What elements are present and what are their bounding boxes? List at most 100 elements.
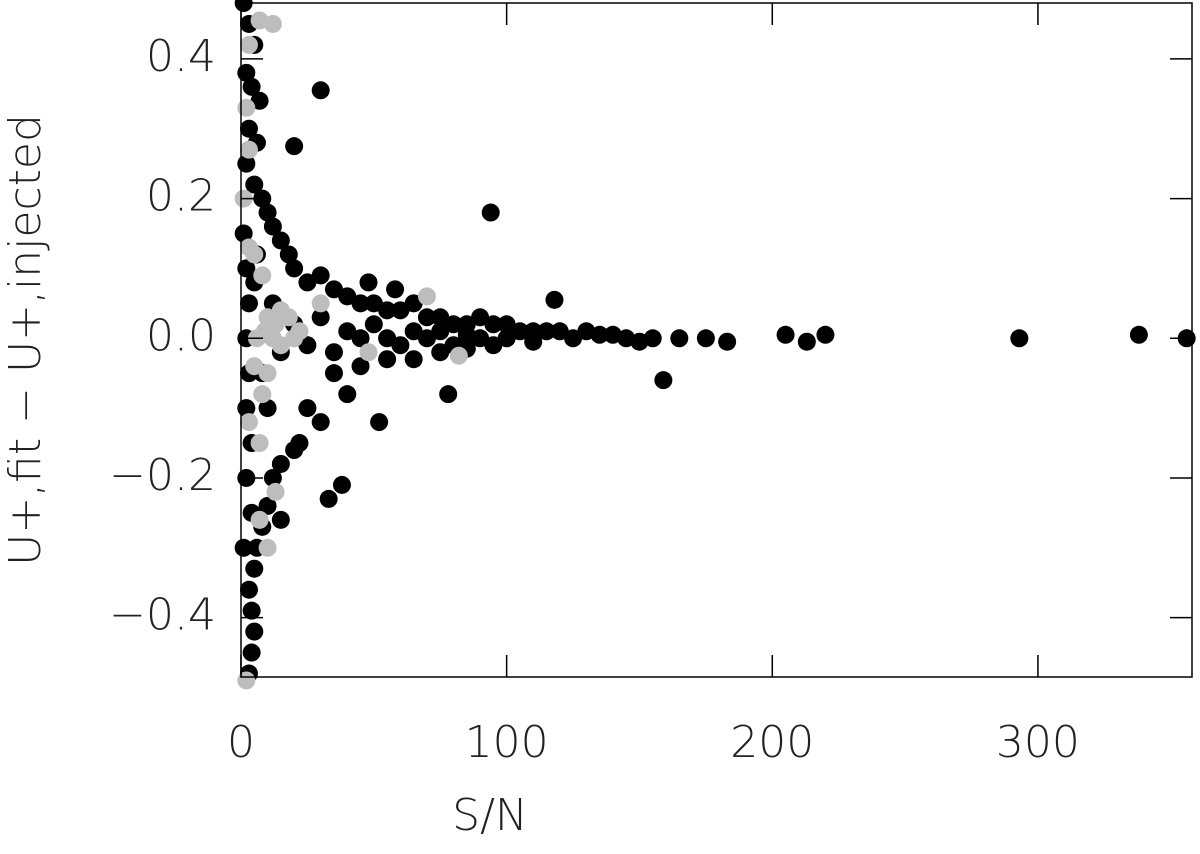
point	[364, 294, 383, 313]
point	[239, 294, 258, 313]
point	[311, 413, 330, 432]
point	[258, 203, 277, 222]
point	[431, 343, 450, 362]
point	[378, 301, 397, 320]
point	[449, 346, 468, 365]
point	[285, 329, 304, 348]
point	[359, 343, 378, 362]
point	[797, 332, 816, 351]
point	[266, 482, 285, 501]
point	[239, 413, 258, 432]
point	[290, 434, 309, 453]
point	[391, 336, 410, 355]
point	[497, 315, 516, 334]
point	[370, 413, 389, 432]
point	[386, 280, 405, 299]
point	[417, 308, 436, 327]
point	[319, 489, 338, 508]
point	[378, 329, 397, 348]
y-tick-label: −0.4	[109, 590, 216, 641]
point	[590, 325, 609, 344]
point	[263, 217, 282, 236]
point	[391, 301, 410, 320]
x-tick-label: 200	[730, 717, 814, 768]
point	[364, 315, 383, 334]
point	[237, 399, 256, 418]
point	[298, 336, 317, 355]
point	[484, 315, 503, 334]
point	[234, 538, 253, 557]
point	[239, 140, 258, 159]
point	[431, 322, 450, 341]
x-axis-label: S/N	[452, 790, 528, 841]
point	[271, 336, 290, 355]
point	[670, 329, 689, 348]
point	[471, 308, 490, 327]
point	[545, 290, 564, 309]
point	[537, 322, 556, 341]
point	[324, 364, 343, 383]
x-tick-label: 0	[227, 717, 255, 768]
point	[285, 137, 304, 156]
point	[718, 332, 737, 351]
point	[497, 329, 516, 348]
point	[351, 329, 370, 348]
point	[234, 224, 253, 243]
point	[245, 245, 264, 264]
point	[404, 322, 423, 341]
point	[271, 510, 290, 529]
point	[643, 329, 662, 348]
point	[242, 77, 261, 96]
point	[298, 273, 317, 292]
point	[378, 350, 397, 369]
point	[245, 175, 264, 194]
point	[234, 0, 253, 12]
y-axis-label: U+,fit − U+,injected	[0, 114, 51, 566]
point	[524, 332, 543, 351]
point	[311, 266, 330, 285]
point	[338, 385, 357, 404]
point	[279, 245, 298, 264]
point	[263, 14, 282, 33]
point	[510, 322, 529, 341]
point	[271, 231, 290, 250]
point	[237, 154, 256, 173]
point	[279, 308, 298, 327]
point	[258, 364, 277, 383]
point	[324, 280, 343, 299]
point	[404, 350, 423, 369]
point	[332, 475, 351, 494]
point	[324, 343, 343, 362]
point	[696, 329, 715, 348]
point	[237, 671, 256, 690]
point	[404, 294, 423, 313]
point	[239, 580, 258, 599]
point	[239, 35, 258, 54]
point	[444, 315, 463, 334]
point	[250, 434, 269, 453]
point	[237, 259, 256, 278]
y-tick-label: 0.0	[146, 310, 216, 361]
point	[484, 336, 503, 355]
y-tick-label: 0.2	[146, 171, 216, 222]
point	[1010, 329, 1029, 348]
x-tick-label: 100	[465, 717, 549, 768]
point	[431, 308, 450, 327]
point	[439, 385, 458, 404]
point	[263, 468, 282, 487]
point	[271, 454, 290, 473]
point	[816, 325, 835, 344]
point	[258, 538, 277, 557]
point	[417, 329, 436, 348]
point	[237, 98, 256, 117]
point	[351, 357, 370, 376]
point	[359, 273, 378, 292]
point	[417, 287, 436, 306]
point	[258, 399, 277, 418]
point	[351, 294, 370, 313]
point	[776, 325, 795, 344]
point	[471, 329, 490, 348]
point	[253, 266, 272, 285]
point	[550, 322, 569, 341]
